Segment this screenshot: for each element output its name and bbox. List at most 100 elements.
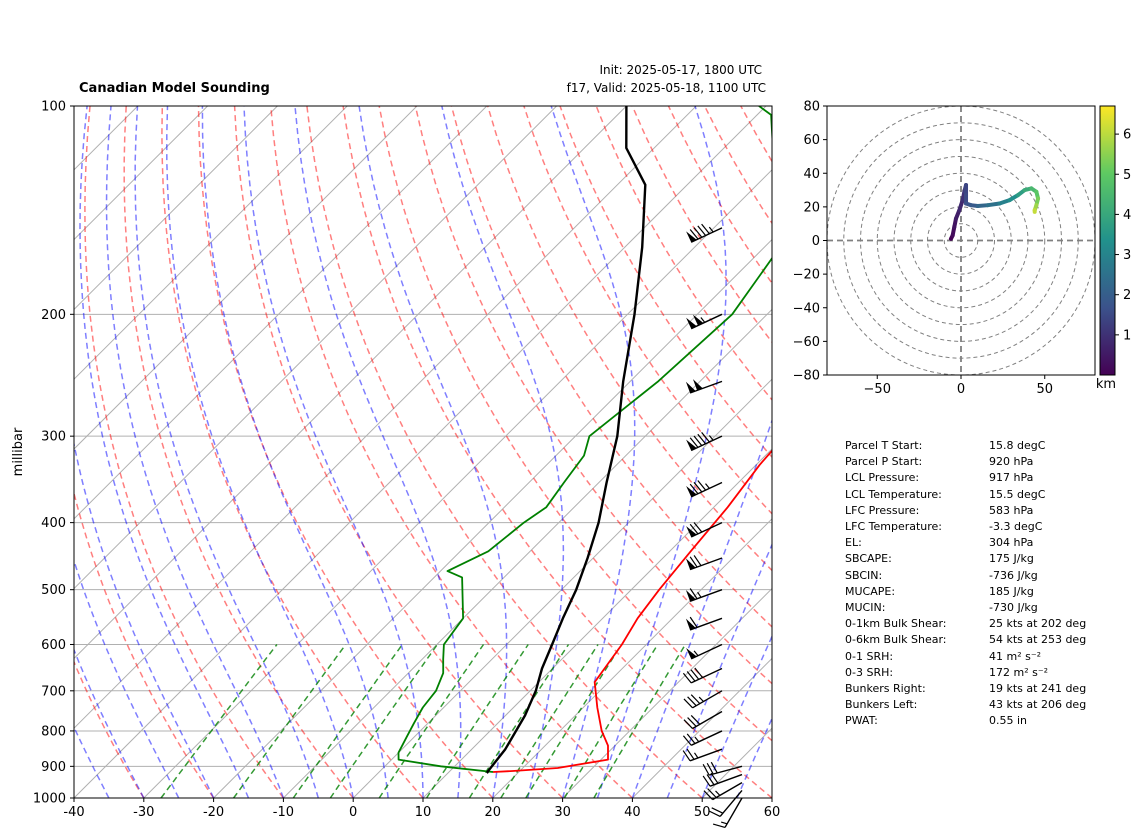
wind-barb	[712, 797, 743, 829]
barb-feather	[689, 437, 699, 448]
hodograph-axes: −50 0 50 −80 −60 −40 −20 0 20 40 60 80	[793, 100, 1053, 398]
stats-label: Parcel P Start:	[845, 455, 923, 469]
barb-staff	[724, 797, 743, 828]
stats-value: 43 kts at 206 deg	[989, 698, 1087, 712]
stats-row: 0-1km Bulk Shear: 25 kts at 202 deg	[845, 616, 1086, 632]
isotherm-line	[74, 106, 208, 241]
isotherm-line	[562, 587, 772, 798]
barb-staff	[709, 773, 743, 787]
moist-adiabat	[74, 558, 180, 798]
moist-adiabat	[166, 106, 354, 798]
isotherm-line	[74, 106, 488, 520]
barb-flag	[692, 379, 703, 391]
hodograph-y-tick-label: −40	[793, 301, 820, 316]
sounding-stats-table: Parcel T Start: 15.8 degC Parcel P Start: 9…	[845, 438, 1086, 730]
barb-half-feather	[715, 790, 721, 796]
barb-feather	[693, 435, 703, 446]
barb-staff	[689, 380, 723, 394]
mixing-ratio-line	[563, 644, 659, 798]
barb-flag	[686, 231, 697, 243]
y-tick-label: 500	[41, 583, 66, 598]
stats-label: MUCAPE:	[845, 584, 896, 598]
wind-barb	[685, 379, 723, 394]
x-tick-label: 20	[485, 805, 502, 820]
stats-label: MUCIN:	[845, 601, 886, 615]
moist-adiabat	[243, 106, 424, 798]
barb-flag	[692, 314, 704, 326]
wind-barbs	[682, 223, 743, 829]
hodograph-y-tick-label: 60	[803, 133, 820, 148]
x-tick-label: -30	[133, 805, 154, 820]
barb-feather	[703, 790, 713, 801]
stats-value: -736 J/kg	[989, 568, 1038, 582]
barb-feather	[689, 556, 698, 568]
wind-barb	[682, 748, 723, 762]
barb-feather	[682, 750, 691, 762]
barb-feather	[711, 807, 724, 814]
hodograph-y-tick-label: −20	[793, 268, 820, 283]
barb-flag	[686, 647, 697, 659]
stats-value: -730 J/kg	[989, 601, 1038, 615]
barb-staff	[692, 690, 723, 709]
wind-barb	[708, 789, 743, 817]
isotherm-line	[74, 106, 418, 450]
barb-half-feather	[720, 821, 728, 825]
stats-label: Bunkers Left:	[845, 698, 918, 712]
moist-adiabat	[358, 106, 508, 798]
hodograph-y-tick-label: −80	[793, 369, 820, 384]
barb-feather	[689, 483, 699, 495]
isotherm-line	[143, 169, 772, 798]
moist-adiabat	[596, 106, 727, 798]
stats-value: 583 hPa	[989, 503, 1034, 517]
isotherm-line	[632, 657, 772, 798]
dry-adiabat	[342, 106, 772, 798]
wind-barb	[685, 616, 723, 631]
stats-row: EL: 304 hPa	[845, 535, 1086, 551]
colorbar-label: km	[1096, 377, 1116, 392]
barb-feather	[706, 762, 714, 775]
moist-adiabat	[631, 418, 772, 798]
dry-adiabat	[74, 490, 215, 798]
isotherm-line	[74, 106, 627, 660]
barb-feather	[702, 775, 711, 787]
valid-time: f17, Valid: 2025-05-18, 1100 UTC	[567, 81, 766, 95]
stats-label: 0-3 SRH:	[845, 665, 894, 679]
barb-feather	[682, 735, 692, 746]
barb-staff	[690, 667, 723, 684]
stats-label: SBCAPE:	[845, 552, 892, 566]
y-tick-label: 800	[41, 724, 66, 739]
dry-adiabat	[306, 106, 703, 798]
mixing-ratio-line	[500, 644, 599, 798]
skewt-background-lines	[74, 106, 772, 798]
y-axis-label: millibar	[11, 427, 26, 476]
barb-feather	[690, 669, 700, 680]
colorbar-tick-label: 5	[1123, 168, 1131, 183]
skewt-plot-frame	[73, 105, 773, 799]
wind-barb	[683, 710, 723, 730]
barb-half-feather	[708, 226, 714, 233]
stats-row: Bunkers Right: 19 kts at 241 deg	[845, 681, 1086, 697]
mixing-ratio-line	[378, 644, 485, 798]
dry-adiabat	[161, 106, 424, 798]
stats-label: LCL Pressure:	[845, 471, 920, 485]
barb-feather	[697, 480, 707, 491]
hodograph-y-tick-label: 80	[803, 100, 820, 115]
barb-flag	[685, 618, 696, 630]
y-tick-label: 700	[41, 684, 66, 699]
moist-adiabat	[134, 106, 320, 798]
wind-barb	[686, 313, 723, 330]
barb-flag	[686, 526, 697, 537]
moist-adiabat	[441, 106, 565, 798]
barb-flag	[686, 485, 697, 497]
barb-feather	[710, 761, 718, 774]
stats-value: 15.5 degC	[989, 487, 1046, 501]
dry-adiabat	[233, 106, 564, 798]
wind-barb	[686, 223, 723, 243]
wind-barb	[686, 643, 723, 660]
x-tick-label: 30	[554, 805, 571, 820]
colorbar-tick-label: 4	[1123, 208, 1131, 223]
barb-feather	[693, 227, 703, 238]
barb-half-feather	[705, 483, 710, 489]
stats-value: 25 kts at 202 deg	[989, 617, 1087, 631]
